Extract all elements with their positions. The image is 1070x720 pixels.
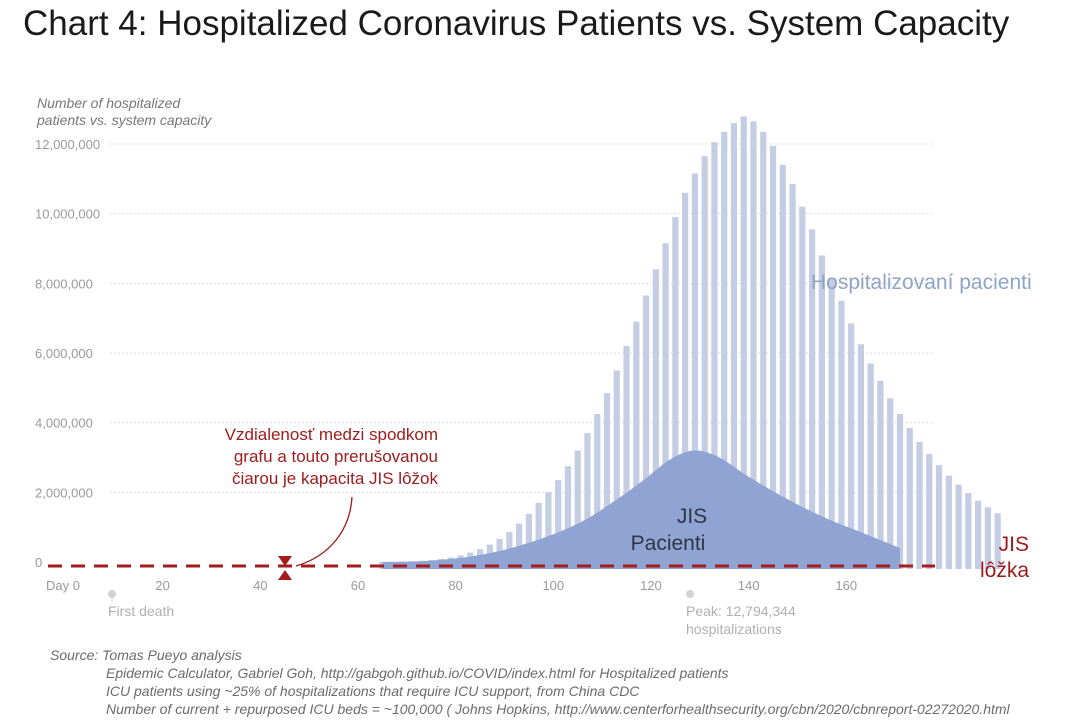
hospitalized-bar [633,321,640,569]
hospitalized-bar [916,441,923,569]
hospitalized-bar [545,492,552,569]
hospitalized-bar [525,513,532,569]
hospitalized-bar [701,156,708,570]
icu-series-label-line2: Pacienti [631,532,706,555]
source-line-1: Epidemic Calculator, Gabriel Goh, http:/… [106,665,729,681]
chart-plot: 0 2,000,000 4,000,000 6,000,000 8,000,000 10,… [35,95,1032,637]
source-label: Source: Tomas Pueyo analysis [50,647,242,663]
hospitalized-bar [613,370,620,569]
hospitalized-bar [994,513,1001,569]
icu-patients-area [382,450,900,569]
x-tick-label: 100 [542,578,564,593]
hospitalized-bar [584,433,591,569]
source-notes: Source: Tomas Pueyo analysis Epidemic Ca… [50,646,1010,718]
x-tick-label: 40 [253,578,267,593]
hospitalized-bar [965,493,972,569]
y-tick-label: 6,000,000 [35,346,93,361]
hospitalized-bar [975,500,982,569]
peak-label-line1: Peak: 12,794,344 [686,603,796,619]
hospitalized-bar [906,427,913,569]
hospitalized-bar [818,255,825,569]
hospitalized-bar [887,398,894,569]
hospitalized-bar [984,507,991,569]
hospitalized-bar [555,480,562,569]
icu-beds-label-line2: lôžka [980,559,1029,582]
icu-series-label-line1: JIS [677,505,707,528]
annotation-arrow [295,496,353,567]
capacity-marker-top [278,556,292,566]
icu-beds-label-line1: JIS [999,533,1029,556]
source-line-3: Number of current + repurposed ICU beds … [106,701,1010,717]
hospitalized-series-label: Hospitalizovaní pacienti [811,271,1032,294]
source-line-2: ICU patients using ~25% of hospitalizati… [106,683,640,699]
x-tick-label: 20 [155,578,169,593]
y-axis-title-line2: patients vs. system capacity [36,112,212,128]
hospitalized-bar [662,243,669,569]
hospitalized-bar [828,278,835,569]
y-tick-label: 8,000,000 [35,276,93,291]
hospitalized-bar [808,229,816,569]
hospitalized-bar [789,184,796,569]
hospitalized-bar [760,131,767,569]
y-tick-label: 12,000,000 [35,137,100,152]
hospitalized-bar [594,413,601,569]
y-axis-title-line1: Number of hospitalized [37,95,181,111]
x-tick-label: Day 0 [46,578,80,593]
capacity-note-line2: grafu a touto prerušovanou [234,447,438,466]
peak-label-line2: hospitalizations [686,621,782,637]
hospitalized-bar [652,269,659,569]
hospitalized-bar [691,173,699,569]
hospitalized-bar [574,450,581,569]
hospitalized-bar [750,121,757,569]
hospitalized-bar [740,116,747,569]
hospitalized-bar [877,380,884,569]
hospitalized-bar [779,164,786,569]
x-tick-label: 120 [640,578,662,593]
hospitalized-bar [672,217,679,569]
x-tick-label: 60 [351,578,365,593]
hospitalized-bar [896,413,904,569]
y-tick-label: 4,000,000 [35,416,93,431]
hospitalized-bar [867,363,874,569]
capacity-marker-bottom [278,570,292,580]
first-death-marker [108,590,116,598]
y-tick-label: 2,000,000 [35,485,93,500]
x-tick-label: 140 [738,578,760,593]
hospitalized-bar [564,466,572,569]
hospitalized-bar [838,300,845,569]
capacity-note-line1: Vzdialenosť medzi spodkom [225,425,438,444]
chart-title: Chart 4: Hospitalized Coronavirus Patien… [23,4,1010,43]
peak-marker [686,590,694,598]
capacity-note-line3: čiarou je kapacita JIS lôžok [232,469,438,488]
hospitalized-bar [711,142,718,569]
y-tick-label: 0 [35,555,42,570]
hospitalized-bar [857,344,865,569]
hospitalized-bar [603,393,611,569]
x-tick-label: 160 [835,578,857,593]
hospitalized-bar [935,465,943,569]
hospitalized-bar [955,484,962,569]
hospitalized-bar [721,131,728,569]
hospitalized-bar [926,454,933,569]
hospitalized-bar [642,295,650,569]
hospitalized-bar [730,123,738,569]
hospitalized-bar [769,145,777,569]
y-tick-label: 10,000,000 [35,207,100,222]
first-death-label: First death [108,603,174,619]
x-tick-label: 80 [448,578,462,593]
hospitalized-bar [945,475,952,569]
hospitalized-bar [848,323,855,569]
hospitalized-bar [799,206,806,569]
hospitalized-bar [682,192,689,569]
hospitalized-bar [623,346,630,569]
hospitalized-bar [535,502,542,569]
